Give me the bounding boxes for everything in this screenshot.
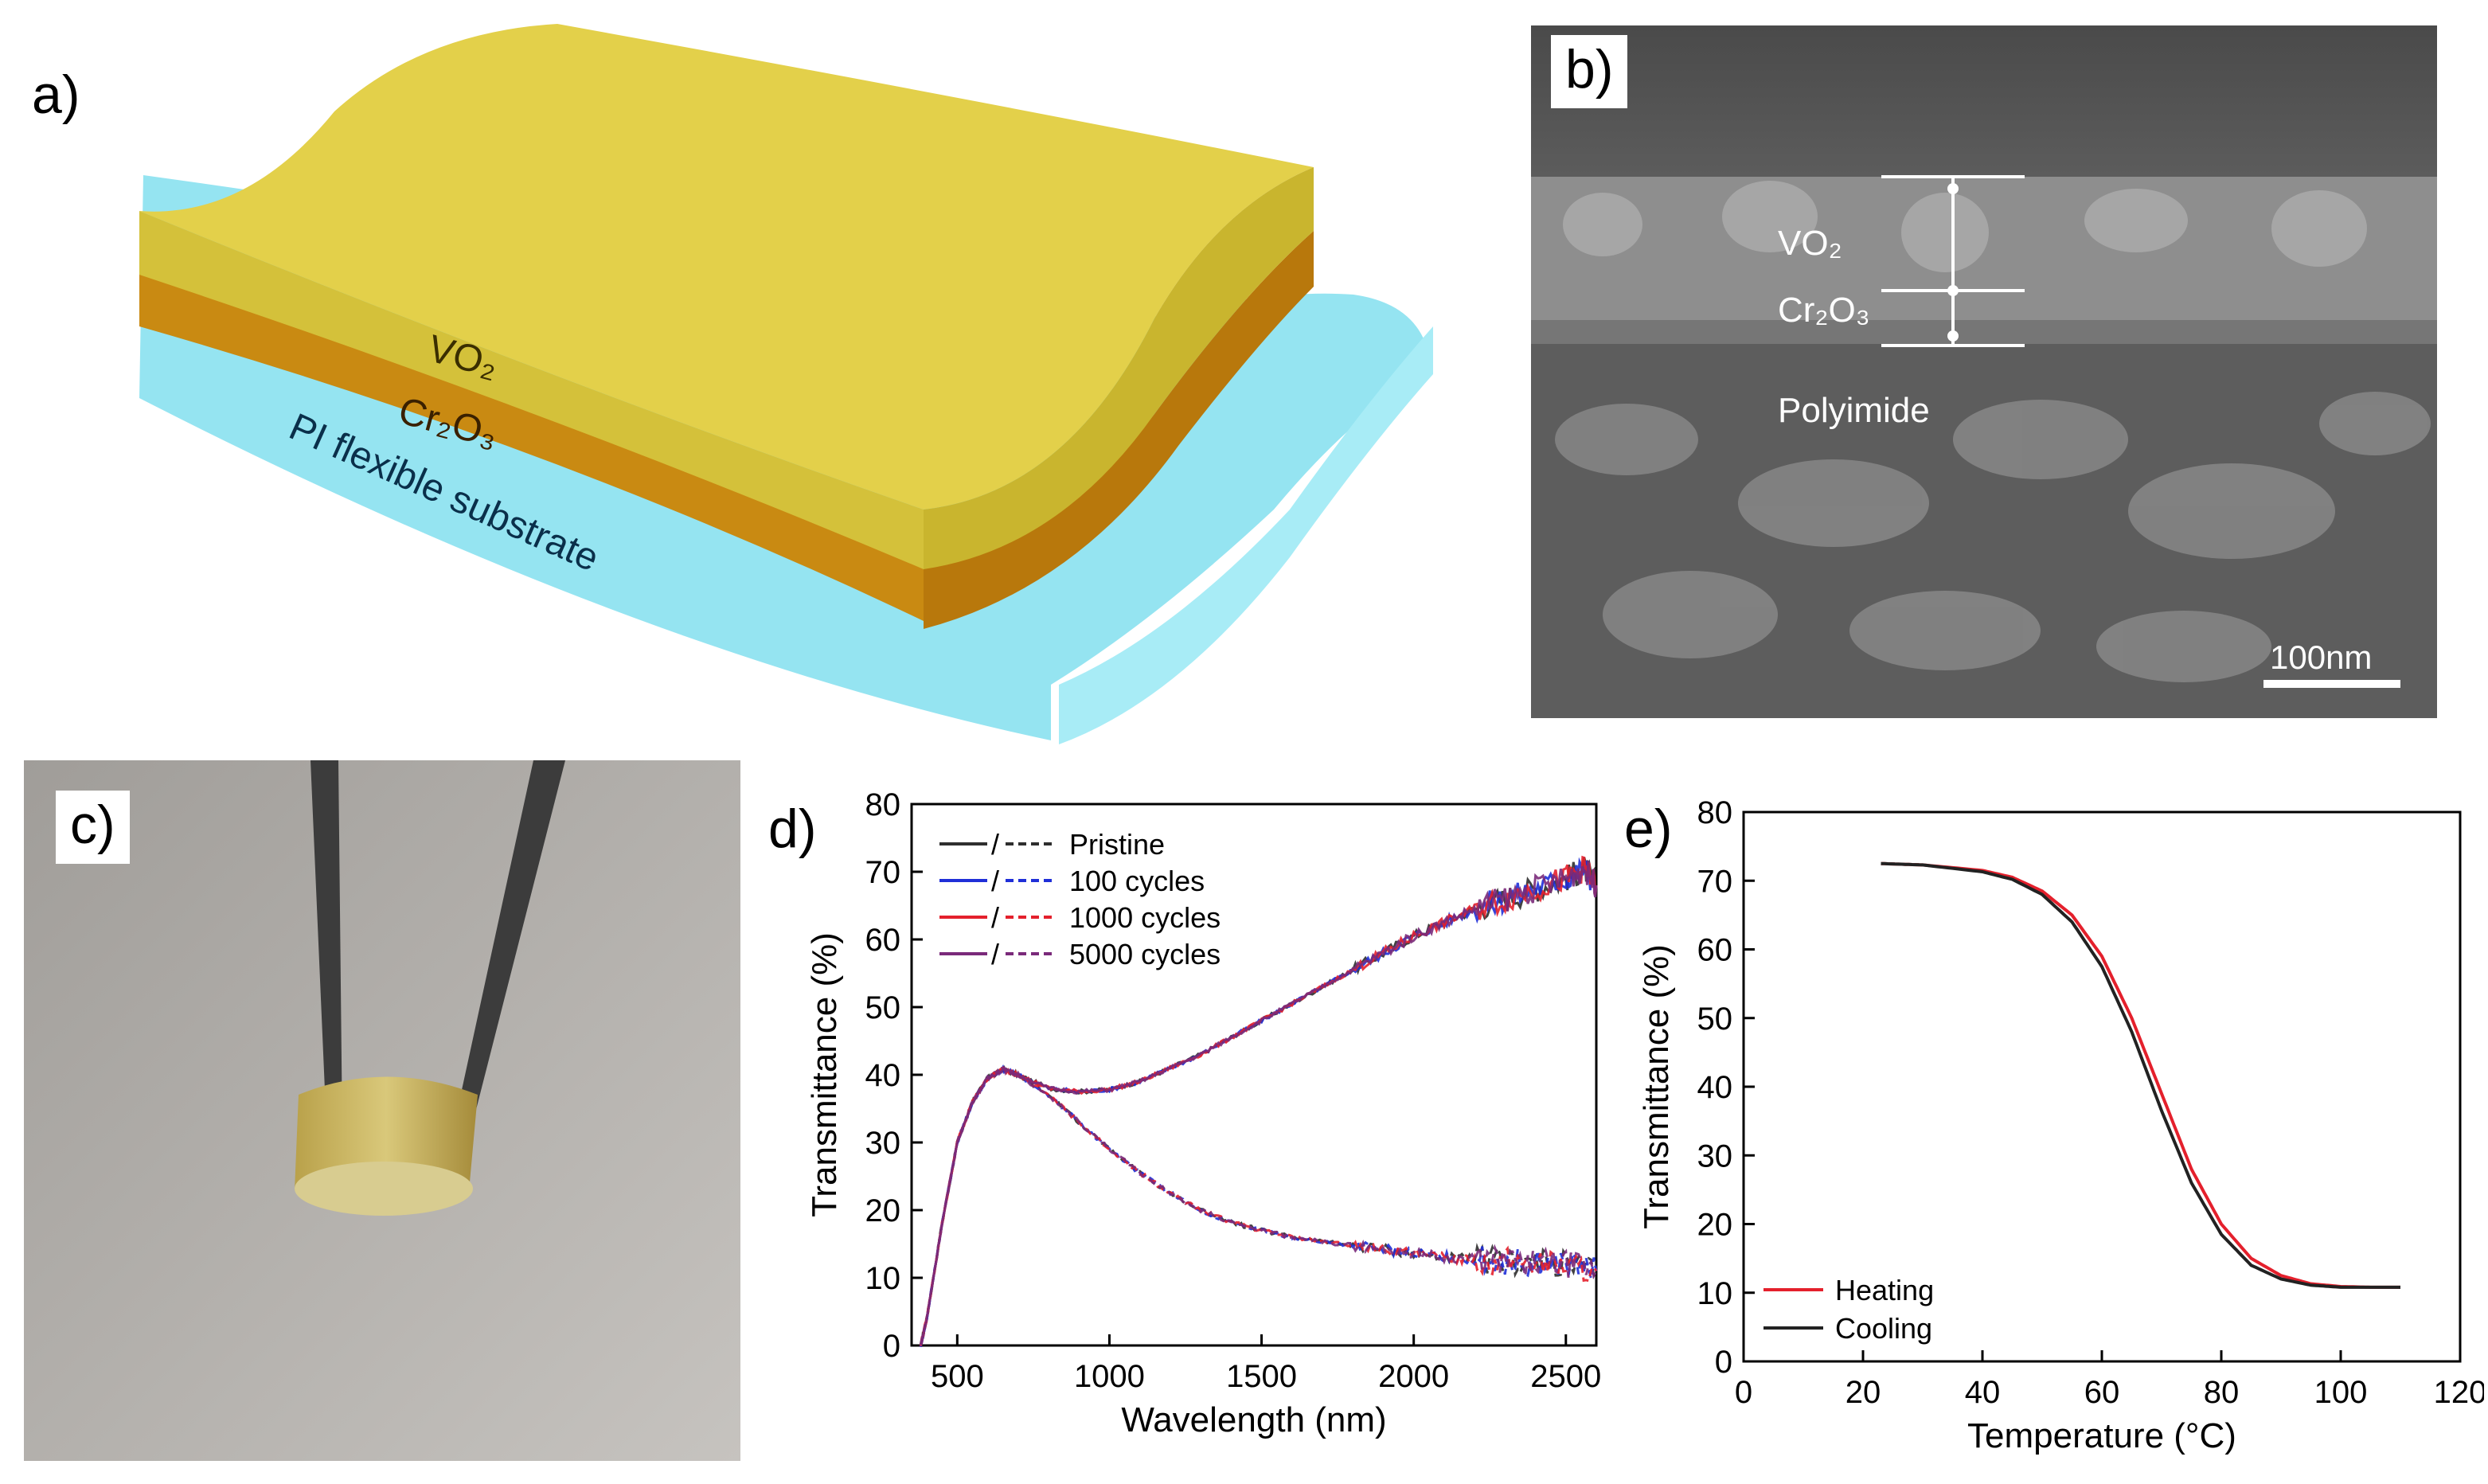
y-tick-label: 40 — [1697, 1070, 1733, 1105]
cr2o3-layer-front — [924, 231, 1314, 629]
legend-entry: Pristine — [1069, 828, 1165, 861]
x-tick-label: 100 — [2314, 1375, 2368, 1410]
x-axis-label: Wavelength (nm) — [1121, 1400, 1386, 1439]
x-tick-label: 2500 — [1530, 1359, 1601, 1394]
sem-label-cr2o3: Cr₂O₃ — [1778, 291, 1870, 330]
dashed-curve-series-2 — [920, 1064, 1598, 1346]
series-line-heating — [1881, 861, 2400, 1289]
x-tick-label: 0 — [1735, 1375, 1752, 1410]
y-tick-label: 40 — [865, 1058, 901, 1093]
panel-c-label: c) — [56, 791, 130, 864]
panel-b-label: b) — [1551, 35, 1628, 108]
panel-d: 500 1000 1500 2000 2500 0 10 20 30 40 50 60 70 80 Wave… — [756, 764, 1632, 1473]
y-tick-label: 50 — [1697, 1002, 1733, 1037]
y-tick-label: 10 — [1697, 1276, 1733, 1311]
legend-separator: / — [991, 828, 999, 861]
x-tick-label: 20 — [1845, 1375, 1881, 1410]
legend-entry: 1000 cycles — [1069, 901, 1221, 934]
x-tick-label: 40 — [1965, 1375, 2001, 1410]
transmittance-wavelength-chart: 500 1000 1500 2000 2500 0 10 20 30 40 50 60 70 80 Wave… — [805, 787, 1601, 1439]
series-line-cooling — [1881, 861, 2400, 1289]
scale-bar — [2263, 680, 2400, 688]
legend-entry: 100 cycles — [1069, 865, 1205, 897]
legend-separator: / — [991, 865, 999, 897]
tweezers-left — [311, 760, 342, 1134]
dashed-curve-series-4 — [920, 1067, 1598, 1345]
y-tick-label: 80 — [1697, 795, 1733, 830]
tweezers-right — [454, 760, 565, 1134]
y-tick-label: 20 — [865, 1193, 901, 1228]
panel-e-label: e) — [1624, 799, 1673, 859]
vo2-layer-front — [924, 167, 1314, 569]
sem-texture: VO₂ Cr₂O₃ Polyimide 100nm — [1531, 25, 2437, 718]
y-axis-label: Transmittance (%) — [805, 932, 844, 1217]
legend-separator: / — [991, 901, 999, 934]
y-axis-label: Transmittance (%) — [1637, 944, 1676, 1229]
panel-d-label: d) — [768, 799, 817, 859]
vo2-layer-top — [139, 24, 1314, 510]
x-tick-label: 500 — [931, 1359, 984, 1394]
solid-curve-series-3 — [920, 855, 1598, 1346]
panel-e: 0 20 40 60 80 100 120 0 10 20 30 40 50 60 70 80 Temperat… — [1624, 772, 2486, 1473]
y-tick-label: 60 — [865, 923, 901, 958]
legend-entry: 5000 cycles — [1069, 938, 1221, 970]
sample-photo: c) — [24, 760, 740, 1461]
y-tick-label: 60 — [1697, 933, 1733, 968]
layer-stack-illustration: VO₂ Cr₂O₃ PI flexible substrate — [139, 24, 1433, 744]
x-tick-label: 1000 — [1074, 1359, 1145, 1394]
y-tick-label: 10 — [865, 1261, 901, 1296]
x-tick-label: 120 — [2434, 1375, 2484, 1410]
dashed-curve-series-3 — [920, 1066, 1598, 1345]
y-tick-label: 30 — [865, 1126, 901, 1161]
film-sample — [295, 1076, 478, 1190]
film-edge — [295, 1162, 473, 1216]
x-tick-label: 1500 — [1226, 1359, 1297, 1394]
y-tick-label: 0 — [1715, 1345, 1732, 1380]
x-tick-label: 2000 — [1378, 1359, 1449, 1394]
dashed-curve-series-1 — [920, 1067, 1598, 1347]
photo-drawing — [24, 760, 740, 1461]
legend-entry: Heating — [1835, 1274, 1934, 1306]
sem-label-polyimide: Polyimide — [1778, 391, 1930, 430]
solid-curve-series-4 — [920, 860, 1598, 1345]
vo2-layer-side — [139, 211, 924, 569]
solid-curve-series-2 — [920, 857, 1598, 1348]
scale-bar-label: 100nm — [2270, 639, 2372, 676]
y-tick-label: 30 — [1697, 1138, 1733, 1174]
sem-image: VO₂ Cr₂O₃ Polyimide 100nm b) — [1531, 25, 2437, 718]
y-tick-label: 20 — [1697, 1208, 1733, 1243]
cr2o3-layer — [139, 271, 924, 621]
sem-label-vo2: VO₂ — [1778, 224, 1842, 263]
legend-separator: / — [991, 938, 999, 970]
panel-a: VO₂ Cr₂O₃ PI flexible substrate a) — [0, 0, 1513, 748]
x-axis-label: Temperature (°C) — [1967, 1416, 2236, 1455]
y-tick-label: 80 — [865, 787, 901, 822]
y-tick-label: 70 — [865, 855, 901, 890]
transmittance-temperature-chart: 0 20 40 60 80 100 120 0 10 20 30 40 50 60 70 80 Temperat… — [1637, 795, 2486, 1455]
pi-substrate-front — [1059, 326, 1433, 744]
legend-entry: Cooling — [1835, 1312, 1932, 1345]
y-tick-label: 0 — [883, 1329, 900, 1364]
panel-a-label: a) — [32, 64, 80, 125]
x-tick-label: 60 — [2084, 1375, 2120, 1410]
y-tick-label: 50 — [865, 990, 901, 1025]
x-tick-label: 80 — [2204, 1375, 2240, 1410]
y-tick-label: 70 — [1697, 864, 1733, 899]
